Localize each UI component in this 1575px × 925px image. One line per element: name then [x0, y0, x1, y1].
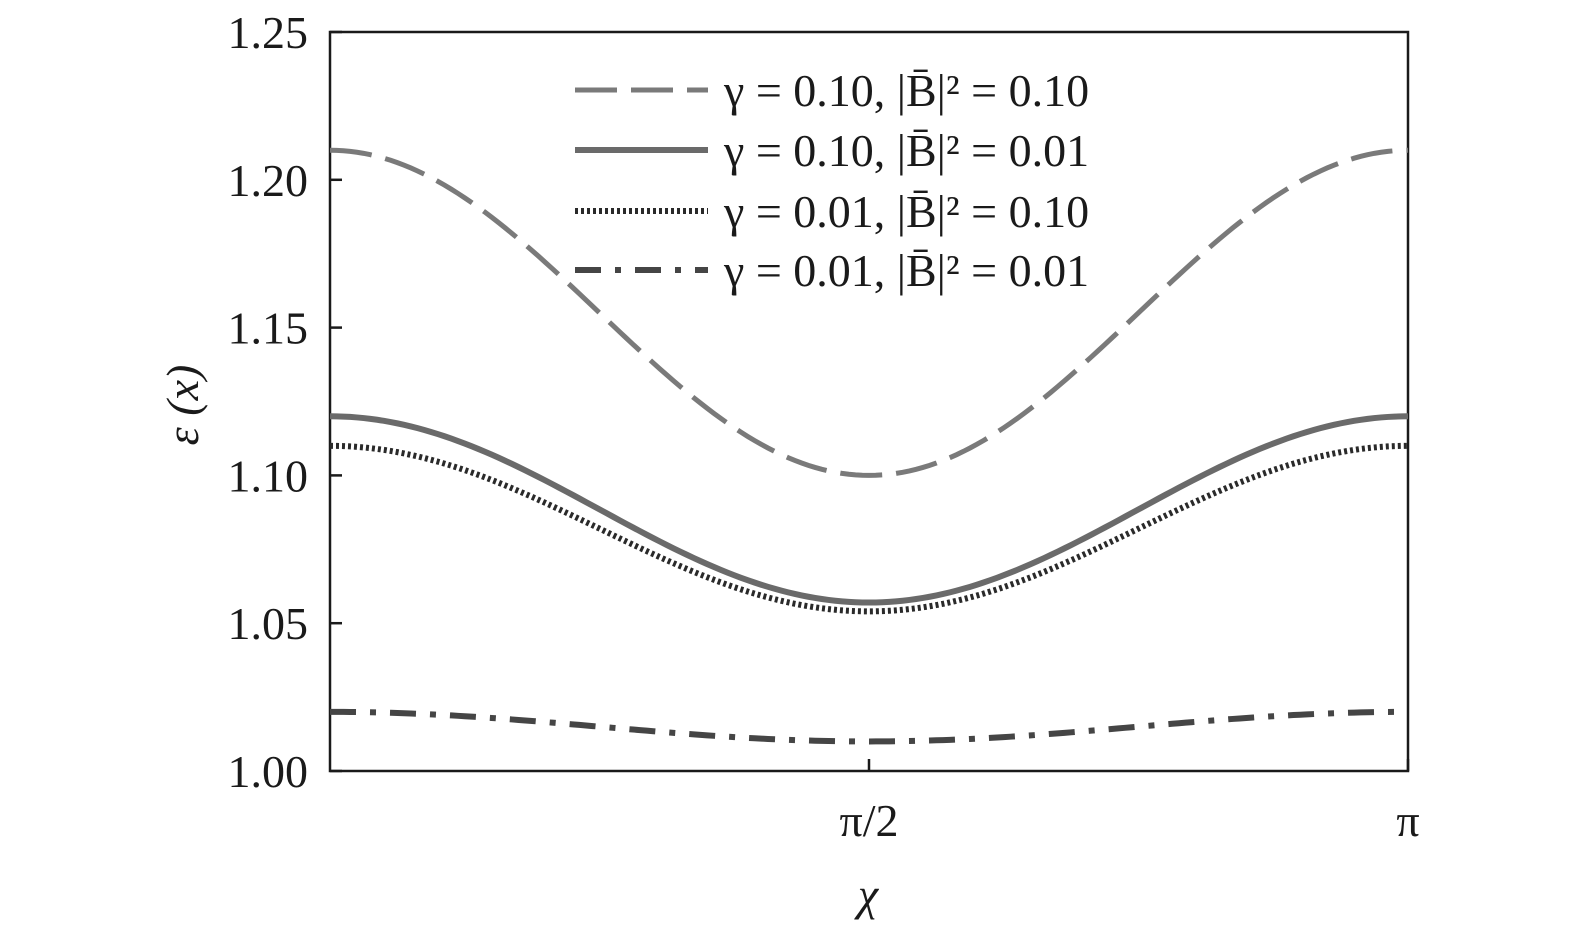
x-axis-ticks: π/2 π	[839, 759, 1420, 846]
y-tick-label: 1.10	[228, 450, 309, 501]
x-tick-label: π/2	[839, 795, 898, 846]
x-tick-label: π	[1396, 795, 1419, 846]
y-tick-label: 1.25	[228, 7, 309, 58]
legend: γ = 0.10, |B̄|² = 0.10 γ = 0.10, |B̄|² = …	[575, 65, 1089, 296]
legend-label-3: γ = 0.01, |B̄|² = 0.10	[723, 186, 1089, 237]
y-axis-title: ε (x)	[157, 365, 208, 446]
series-line-2	[329, 413, 1409, 606]
series-layer	[329, 147, 1409, 745]
legend-label-2: γ = 0.10, |B̄|² = 0.01	[723, 125, 1089, 176]
y-tick-label: 1.20	[228, 155, 309, 206]
y-tick-label: 1.15	[228, 303, 309, 354]
series-line-4	[329, 708, 1409, 745]
series-line-1	[329, 147, 1409, 478]
y-axis-ticks: 1.00 1.05 1.10 1.15 1.20 1.25	[228, 7, 342, 797]
series-line-3	[329, 442, 1409, 615]
legend-label-4: γ = 0.01, |B̄|² = 0.01	[723, 245, 1089, 296]
x-axis-title: χ	[854, 869, 880, 920]
y-tick-label: 1.00	[228, 746, 309, 797]
legend-label-1: γ = 0.10, |B̄|² = 0.10	[723, 65, 1089, 116]
y-tick-label: 1.05	[228, 598, 309, 649]
